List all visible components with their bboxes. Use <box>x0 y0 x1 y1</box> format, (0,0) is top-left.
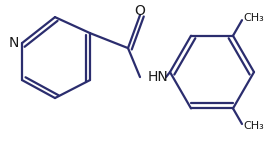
Text: O: O <box>135 4 146 18</box>
Text: HN: HN <box>148 70 169 84</box>
Text: CH₃: CH₃ <box>243 14 264 23</box>
Text: CH₃: CH₃ <box>243 121 264 131</box>
Text: N: N <box>9 36 19 50</box>
